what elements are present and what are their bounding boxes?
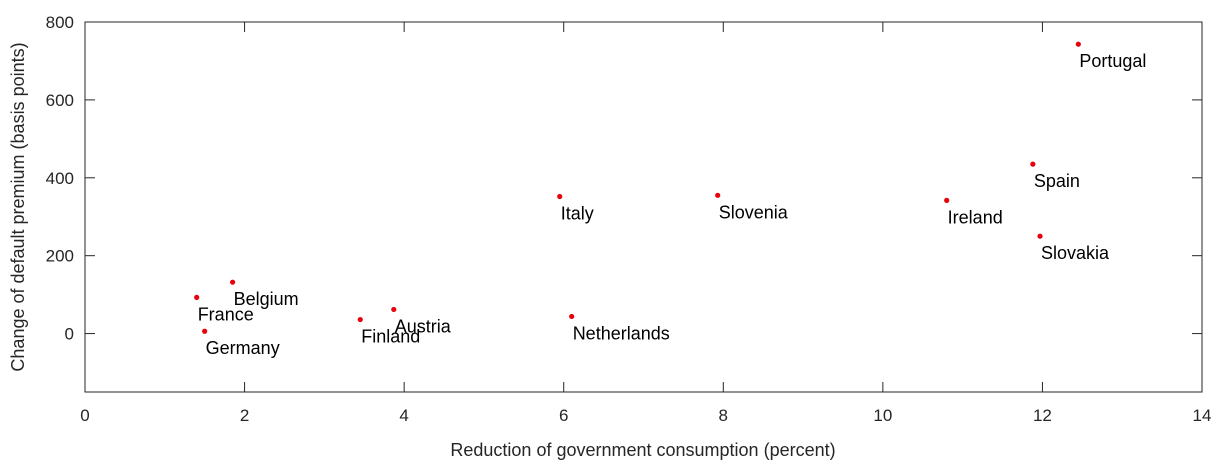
plot-area xyxy=(84,21,1203,393)
x-tick-label: 6 xyxy=(559,406,568,425)
y-axis-label: Change of default premium (basis points) xyxy=(8,42,28,371)
data-label-portugal: Portugal xyxy=(1079,51,1146,71)
y-tick-label: 0 xyxy=(65,325,74,344)
data-point-portugal xyxy=(1075,41,1081,47)
data-label-france: France xyxy=(198,304,254,324)
data-point-slovakia xyxy=(1037,233,1043,239)
x-tick-label: 14 xyxy=(1193,406,1212,425)
data-label-belgium: Belgium xyxy=(234,289,299,309)
data-label-italy: Italy xyxy=(561,203,594,223)
data-label-netherlands: Netherlands xyxy=(573,323,670,343)
data-point-germany xyxy=(202,328,208,334)
data-point-slovenia xyxy=(715,192,721,198)
axis-tick-labels: 0 2 4 6 8 10 12 14 0 200 400 600 800 xyxy=(46,13,1212,425)
data-points xyxy=(194,41,1081,334)
x-tick-label: 4 xyxy=(399,406,408,425)
data-label-spain: Spain xyxy=(1034,171,1080,191)
x-tick-label: 0 xyxy=(80,406,89,425)
data-label-austria: Austria xyxy=(395,316,452,336)
data-point-austria xyxy=(391,306,397,313)
data-point-ireland xyxy=(944,197,950,203)
data-label-ireland: Ireland xyxy=(948,207,1003,227)
x-tick-label: 12 xyxy=(1033,406,1052,425)
y-tick-label: 200 xyxy=(46,247,74,266)
data-point-finland xyxy=(357,316,363,323)
y-tick-label: 600 xyxy=(46,91,74,110)
data-label-finland: Finland xyxy=(361,327,420,347)
data-label-slovenia: Slovenia xyxy=(719,202,789,222)
data-point-belgium xyxy=(230,279,236,285)
data-point-spain xyxy=(1030,161,1036,167)
x-tick-label: 8 xyxy=(719,406,728,425)
axis-ticks xyxy=(84,21,1203,392)
y-tick-label: 400 xyxy=(46,169,74,188)
data-label-germany: Germany xyxy=(206,338,280,358)
data-point-netherlands xyxy=(569,313,575,320)
x-tick-label: 10 xyxy=(873,406,892,425)
x-tick-label: 2 xyxy=(240,406,249,425)
data-point-italy xyxy=(557,193,563,200)
x-axis-label: Reduction of government consumption (per… xyxy=(450,440,835,460)
data-label-slovakia: Slovakia xyxy=(1041,243,1110,263)
data-point-france xyxy=(194,294,200,300)
y-tick-label: 800 xyxy=(46,13,74,32)
